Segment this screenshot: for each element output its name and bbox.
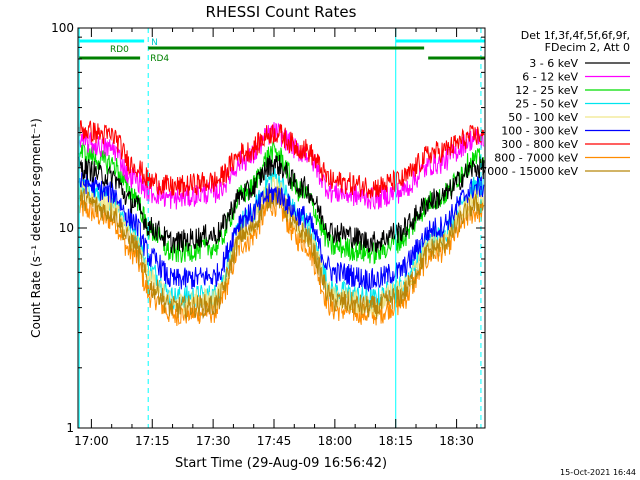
- x-axis-ticks: [90, 28, 478, 428]
- legend: Det 1f,3f,4f,5f,6f,9f, FDecim 2, Att 0 3…: [480, 29, 630, 178]
- x-tick-label-1715: 17:15: [135, 434, 170, 448]
- series-800-7000-kev: [78, 194, 485, 327]
- legend-header-line-2: FDecim 2, Att 0: [545, 41, 630, 54]
- legend-label-6: 100 - 300 keV: [501, 125, 578, 138]
- legend-header-line-1: Det 1f,3f,4f,5f,6f,9f,: [521, 29, 630, 42]
- x-tick-label-1830: 18:30: [439, 434, 474, 448]
- y-tick-label-1: 1: [66, 421, 74, 435]
- series-300-800-kev: [78, 120, 485, 199]
- legend-label-7: 300 - 800 keV: [501, 138, 578, 151]
- legend-label-1: 3 - 6 keV: [529, 57, 578, 70]
- x-tick-label-1730: 17:30: [196, 434, 231, 448]
- plot-area: N RD0 RD4 1 10 100 17:00 17:15 17:30 17:45 18:00 18…: [51, 21, 486, 448]
- attenuator-label-rd0: RD0: [110, 45, 129, 55]
- x-tick-label-1800: 18:00: [318, 434, 353, 448]
- legend-label-4: 25 - 50 keV: [515, 98, 578, 111]
- x-tick-label-1700: 17:00: [74, 434, 109, 448]
- footer-date: 15-Oct-2021 16:44: [560, 468, 636, 477]
- x-tick-label-1815: 18:15: [378, 434, 413, 448]
- x-tick-label-1745: 17:45: [257, 434, 292, 448]
- chart-title: RHESSI Count Rates: [206, 3, 357, 21]
- plot-frame: [77, 27, 486, 429]
- y-tick-label-100: 100: [51, 21, 74, 35]
- series-50-100-kev: [78, 176, 485, 318]
- attenuator-label-rd4: RD4: [150, 54, 169, 64]
- series-100-300-kev: [78, 171, 485, 293]
- series-3-6-kev: [78, 154, 485, 254]
- legend-label-5: 50 - 100 keV: [508, 111, 578, 124]
- y-axis-ticks: [78, 36, 485, 429]
- y-tick-label-10: 10: [59, 221, 74, 235]
- legend-label-9: 7000 - 15000 keV: [480, 165, 578, 178]
- night-bar-label: N: [151, 38, 158, 48]
- x-axis-label: Start Time (29-Aug-09 16:56:42): [175, 456, 387, 471]
- y-axis-label: Count Rate (s⁻¹ detector segment⁻¹): [29, 118, 43, 338]
- legend-label-8: 800 - 7000 keV: [494, 152, 578, 165]
- legend-label-2: 6 - 12 keV: [522, 71, 578, 84]
- legend-label-3: 12 - 25 keV: [515, 84, 578, 97]
